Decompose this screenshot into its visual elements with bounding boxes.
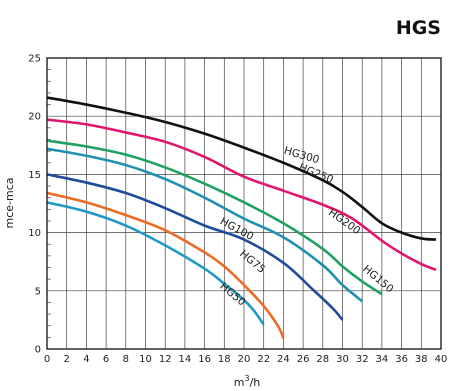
x-tick-label: 28 <box>316 354 329 365</box>
y-tick-label: 25 <box>28 54 41 65</box>
y-axis-ticks: 0 5 10 15 20 25 <box>28 54 41 356</box>
x-tick-label: 0 <box>44 354 50 365</box>
x-tick-label: 20 <box>238 354 251 365</box>
y-tick-label: 5 <box>35 286 41 297</box>
x-tick-label: 10 <box>139 354 152 365</box>
y-tick-label: 0 <box>35 345 41 356</box>
y-tick-label: 10 <box>28 228 41 239</box>
y-tick-label: 15 <box>28 170 41 181</box>
x-axis-label: m3/h <box>234 374 261 389</box>
curve-hg250 <box>46 118 437 272</box>
x-tick-label: 18 <box>218 354 231 365</box>
x-tick-label: 30 <box>336 354 349 365</box>
x-tick-label: 12 <box>159 354 172 365</box>
x-tick-label: 16 <box>198 354 211 365</box>
curve-hg150 <box>46 147 364 303</box>
y-tick-label: 20 <box>28 112 41 123</box>
curve-hg200 <box>46 139 383 296</box>
x-tick-label: 32 <box>356 354 369 365</box>
x-tick-label: 40 <box>435 354 448 365</box>
x-axis-ticks: 0 2 4 6 8 10 12 14 16 18 20 22 24 26 28 30 32 34 36 38 40 <box>44 354 448 365</box>
plot-frame <box>46 57 442 350</box>
x-tick-label: 2 <box>64 354 70 365</box>
x-tick-label: 38 <box>415 354 428 365</box>
curve-hg50 <box>46 201 265 326</box>
curve-hg75 <box>46 191 285 340</box>
x-tick-label: 24 <box>277 354 290 365</box>
curve-label-hg75: HG75 <box>237 248 267 276</box>
curve-hg100 <box>46 173 344 321</box>
x-tick-label: 22 <box>257 354 270 365</box>
x-tick-label: 34 <box>376 354 389 365</box>
pump-curves <box>46 96 437 340</box>
curve-label-hg100: HG100 <box>218 215 255 243</box>
curve-hg300 <box>46 96 437 241</box>
x-tick-label: 4 <box>83 354 89 365</box>
chart-title: HGS <box>396 17 441 39</box>
x-tick-label: 8 <box>123 354 129 365</box>
x-tick-label: 36 <box>395 354 408 365</box>
x-tick-label: 6 <box>103 354 109 365</box>
y-axis-label: mce-mca <box>3 177 16 228</box>
x-tick-label: 26 <box>297 354 310 365</box>
x-tick-label: 14 <box>179 354 192 365</box>
